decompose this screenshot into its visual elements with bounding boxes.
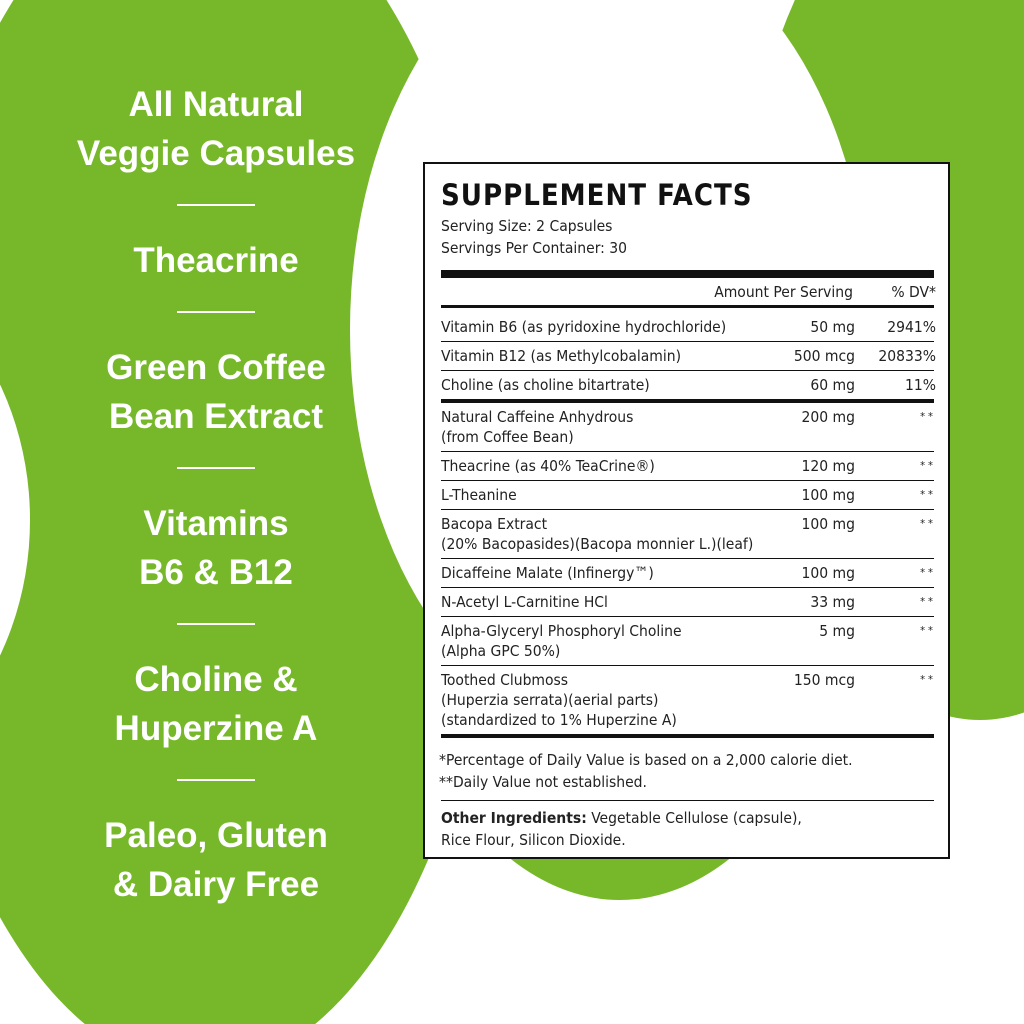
- ingredient-name: L-Theanine: [441, 486, 517, 504]
- servings-per-container: Servings Per Container: 30: [441, 239, 628, 257]
- feature-text: Vitamins: [143, 504, 289, 543]
- feature-text: Veggie Capsules: [76, 134, 356, 173]
- rule: [441, 665, 934, 666]
- dv-header: % DV*: [891, 283, 936, 301]
- rule: [441, 399, 934, 403]
- ingredient-name: Natural Caffeine Anhydrous: [441, 408, 634, 426]
- serving-size: Serving Size: 2 Capsules: [441, 217, 613, 235]
- other-text: Rice Flour, Silicon Dioxide.: [441, 831, 626, 849]
- amount: 120 mg: [801, 457, 855, 475]
- rule: [441, 558, 934, 559]
- amount: 5 mg: [819, 622, 855, 640]
- ingredient-name: (Alpha GPC 50%): [441, 642, 561, 660]
- ingredient-name: Vitamin B12 (as Methylcobalamin): [441, 347, 682, 365]
- amount: 100 mg: [801, 564, 855, 582]
- other-ingredients: Other Ingredients: Vegetable Cellulose (…: [441, 808, 802, 828]
- rule: [441, 509, 934, 510]
- daily-value: **: [920, 566, 936, 579]
- ingredient-name: Alpha-Glyceryl Phosphoryl Choline: [441, 622, 682, 640]
- rule: [441, 587, 934, 588]
- rule: [441, 305, 934, 308]
- amount: 50 mg: [810, 318, 855, 336]
- daily-value: **: [920, 673, 936, 686]
- daily-value: **: [920, 488, 936, 501]
- ingredient-name: (Huperzia serrata)(aerial parts): [441, 691, 659, 709]
- daily-value: **: [920, 595, 936, 608]
- ingredient-name: (standardized to 1% Huperzine A): [441, 711, 677, 729]
- other-text: Vegetable Cellulose (capsule),: [586, 809, 802, 827]
- footnote: *Percentage of Daily Value is based on a…: [439, 751, 853, 769]
- feature-text: Theacrine: [133, 241, 299, 280]
- rule: [441, 451, 934, 452]
- daily-value: **: [920, 459, 936, 472]
- feature-text: & Dairy Free: [112, 865, 320, 904]
- feature-text: All Natural: [128, 85, 304, 124]
- ingredient-name: Choline (as choline bitartrate): [441, 376, 650, 394]
- amount: 33 mg: [810, 593, 855, 611]
- ingredient-name: Vitamin B6 (as pyridoxine hydrochloride): [441, 318, 727, 336]
- daily-value: 20833%: [878, 347, 936, 365]
- feature-text: B6 & B12: [139, 553, 293, 592]
- daily-value: **: [920, 624, 936, 637]
- rule: [441, 341, 934, 342]
- separator: [177, 623, 255, 625]
- separator: [177, 467, 255, 469]
- other-label: Other Ingredients:: [441, 809, 587, 827]
- rule: [441, 480, 934, 481]
- feature-text: Huperzine A: [114, 709, 318, 748]
- facts-title: SUPPLEMENT FACTS: [441, 178, 753, 212]
- feature-text: Choline &: [134, 660, 298, 699]
- feature-list: All Natural Veggie Capsules Theacrine Green…: [40, 80, 392, 909]
- ingredient-name: Toothed Clubmoss: [441, 671, 569, 689]
- separator: [177, 779, 255, 781]
- rule: [441, 734, 934, 738]
- amount: 100 mg: [801, 515, 855, 533]
- white-shape: [0, 384, 30, 656]
- amount: 500 mcg: [793, 347, 855, 365]
- daily-value: **: [920, 517, 936, 530]
- feature-text: Green Coffee: [106, 348, 326, 387]
- footnote: **Daily Value not established.: [439, 773, 647, 791]
- feature-text: Bean Extract: [109, 397, 323, 436]
- ingredient-name: Theacrine (as 40% TeaCrine®): [441, 457, 655, 475]
- separator: [177, 311, 255, 313]
- ingredient-name: Bacopa Extract: [441, 515, 548, 533]
- ingredient-name: N-Acetyl L-Carnitine HCl: [441, 593, 608, 611]
- daily-value: 2941%: [887, 318, 936, 336]
- amount: 200 mg: [801, 408, 855, 426]
- rule: [441, 800, 934, 801]
- daily-value: **: [920, 410, 936, 423]
- supplement-facts: SUPPLEMENT FACTS Serving Size: 2 Capsule…: [423, 162, 950, 859]
- rule: [441, 616, 934, 617]
- ingredient-name: (20% Bacopasides)(Bacopa monnier L.)(lea…: [441, 535, 754, 553]
- ingredient-name: (from Coffee Bean): [441, 428, 574, 446]
- amount: 100 mg: [801, 486, 855, 504]
- rule: [441, 270, 934, 278]
- rule: [441, 370, 934, 371]
- daily-value: 11%: [905, 376, 936, 394]
- amount-header: Amount Per Serving: [714, 283, 853, 301]
- feature-text: Paleo, Gluten: [104, 816, 328, 855]
- amount: 150 mcg: [793, 671, 855, 689]
- ingredient-name: Dicaffeine Malate (Infinergy™): [441, 564, 654, 582]
- separator: [177, 204, 255, 206]
- amount: 60 mg: [810, 376, 855, 394]
